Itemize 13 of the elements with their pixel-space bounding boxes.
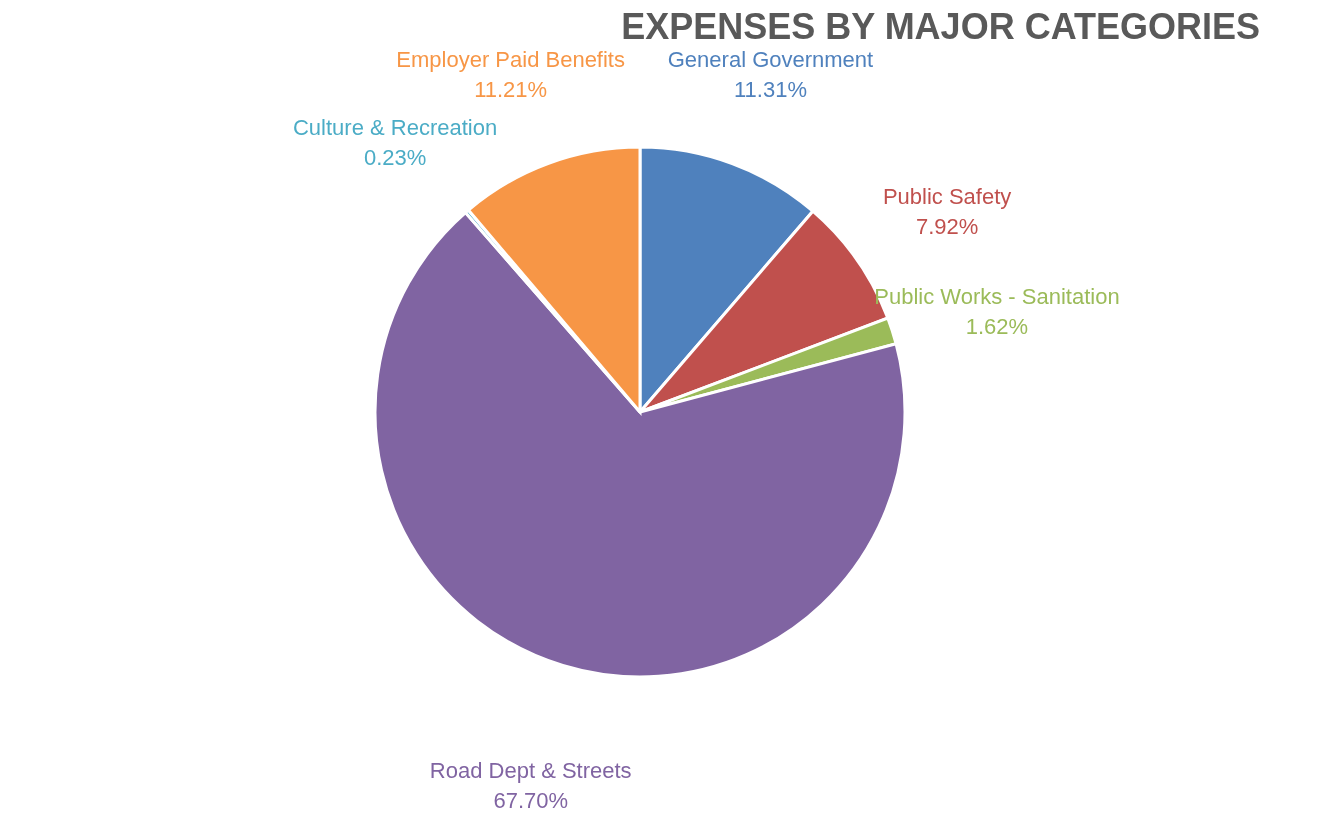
data-label: 1.62% <box>965 314 1029 340</box>
slice-label: Public Safety <box>882 183 1012 209</box>
slice-label: Culture & Recreation <box>292 115 498 141</box>
slice-label: Employer Paid Benefits <box>396 47 625 73</box>
slice-label: General Government <box>667 47 874 73</box>
data-label: 11.21% <box>474 77 548 103</box>
data-label: 11.31% <box>733 77 807 103</box>
slice-label: Public Works - Sanitation <box>874 284 1120 310</box>
data-label: 67.70% <box>493 787 569 813</box>
chart-title: EXPENSES BY MAJOR CATEGORIES <box>621 6 1260 47</box>
data-label: 0.23% <box>363 145 427 171</box>
data-label: 7.92% <box>915 213 979 239</box>
slice-label: Road Dept & Streets <box>429 757 632 783</box>
